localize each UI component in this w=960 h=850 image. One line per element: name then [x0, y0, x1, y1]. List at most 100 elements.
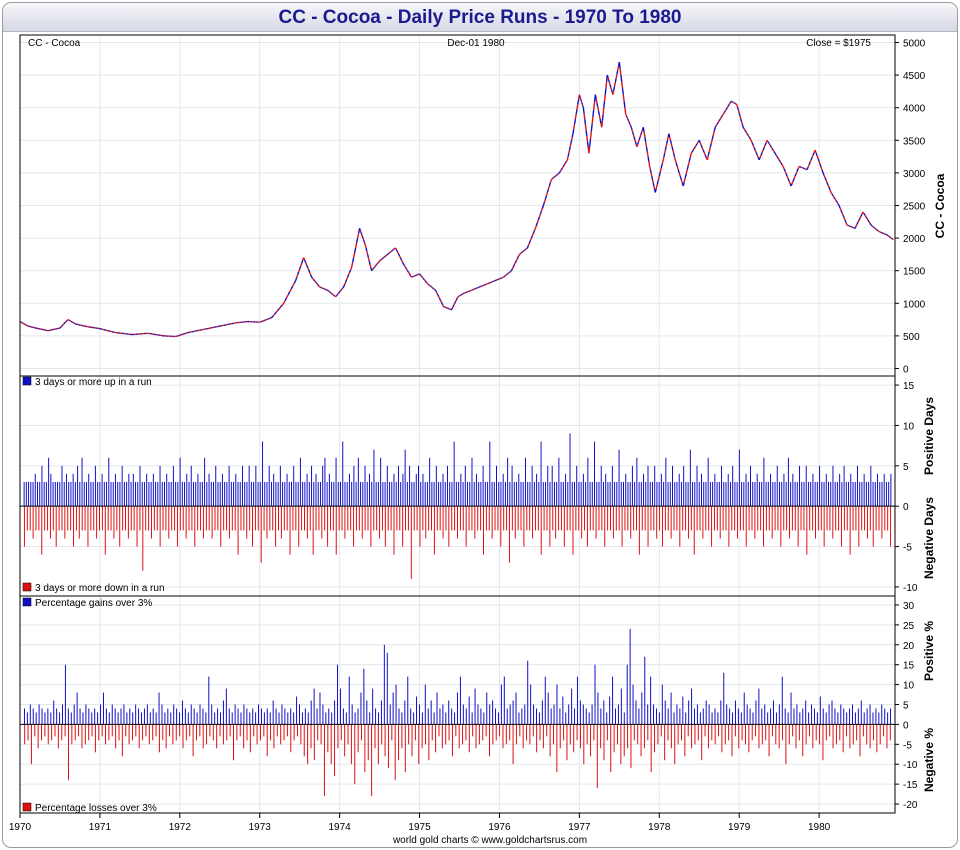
price-segment [438, 298, 442, 301]
price-y-tick-label: 2000 [903, 234, 926, 245]
price-segment [589, 131, 593, 139]
price-segment [719, 117, 722, 120]
price-segment [842, 215, 845, 218]
runs-ylabel-negative: Negative Days [922, 497, 936, 579]
price-segment [421, 277, 425, 280]
price-segment [544, 195, 548, 200]
price-segment [639, 134, 642, 138]
price-segment [551, 177, 554, 180]
price-segment [875, 228, 878, 231]
price-segment [382, 257, 385, 260]
price-segment [716, 122, 719, 125]
axis-layer: 1970 1971 1972 1973 1974 1975 1976 1977 1978 1979… [9, 39, 926, 833]
price-segment [22, 322, 25, 325]
price-segment [568, 146, 571, 151]
price-segment [637, 141, 640, 145]
price-segment [380, 258, 383, 261]
price-segment [515, 258, 519, 261]
pct-y-tick-label: 30 [903, 601, 915, 612]
price-segment [707, 151, 710, 156]
price-segment [539, 210, 543, 215]
x-tick-label: 1976 [488, 822, 511, 833]
price-segment [708, 147, 711, 152]
price-segment [614, 78, 617, 83]
price-segment [517, 254, 521, 257]
price-segment [379, 259, 382, 262]
price-segment [749, 138, 752, 141]
price-segment [606, 74, 609, 78]
price-segment [586, 136, 589, 143]
price-segment [877, 230, 880, 233]
price-segment [746, 133, 749, 136]
price-segment [838, 205, 841, 209]
pct-y-tick-label: 25 [903, 621, 915, 632]
price-segment [342, 286, 345, 289]
price-segment [504, 275, 506, 277]
price-y-tick-label: 4500 [903, 71, 926, 82]
price-segment [398, 255, 402, 259]
price-segment [645, 146, 648, 152]
price-segment [806, 166, 809, 170]
price-segment [368, 260, 371, 265]
price-segment [613, 86, 616, 91]
price-segment [837, 203, 840, 206]
price-segment [455, 298, 458, 301]
price-segment [738, 112, 741, 117]
price-segment [709, 143, 712, 148]
marks-layer [19, 61, 894, 797]
price-segment [718, 118, 721, 122]
price-segment [569, 143, 572, 147]
price-segment [530, 235, 534, 239]
pct-y-tick-label: -5 [903, 740, 912, 751]
price-segment [306, 264, 309, 268]
price-segment [736, 107, 740, 111]
price-segment [744, 130, 747, 133]
price-segment [519, 252, 522, 255]
price-segment [762, 147, 765, 151]
price-segment [816, 155, 819, 159]
price-segment [603, 101, 606, 108]
price-segment [275, 310, 279, 313]
price-segment [666, 136, 669, 141]
price-segment [402, 263, 406, 267]
price-segment [671, 146, 674, 151]
price-segment [679, 175, 682, 180]
price-segment [403, 265, 407, 268]
price-segment [715, 123, 718, 127]
price-segment [419, 273, 422, 276]
price-segment [524, 248, 527, 251]
pct-y-tick-label: 15 [903, 661, 915, 672]
price-segment [328, 290, 331, 293]
price-segment [626, 117, 629, 120]
price-segment [656, 180, 659, 185]
price-segment [663, 149, 667, 154]
price-segment [385, 254, 388, 257]
price-segment [866, 218, 869, 221]
price-segment [840, 210, 843, 214]
price-segment [605, 81, 608, 89]
price-segment [727, 104, 730, 107]
price-segment [748, 136, 751, 140]
price-segment [648, 161, 651, 167]
price-segment [432, 287, 434, 290]
price-segment [374, 265, 377, 268]
price-y-tick-label: 0 [903, 364, 909, 375]
price-segment [337, 292, 340, 295]
price-segment [713, 127, 716, 132]
price-segment [797, 166, 800, 170]
price-segment [507, 272, 509, 275]
price-segment [864, 214, 867, 218]
price-segment [439, 300, 443, 303]
price-segment [295, 277, 298, 281]
price-segment [523, 248, 526, 251]
price-segment [536, 219, 540, 223]
price-segment [672, 153, 676, 157]
price-segment [351, 257, 355, 263]
price-segment [573, 123, 576, 130]
price-segment [554, 174, 557, 177]
price-segment [668, 136, 672, 141]
chart-title: CC - Cocoa - Daily Price Runs - 1970 To … [278, 7, 682, 28]
price-segment [67, 318, 70, 321]
price-segment [401, 261, 405, 265]
price-segment [862, 211, 865, 215]
